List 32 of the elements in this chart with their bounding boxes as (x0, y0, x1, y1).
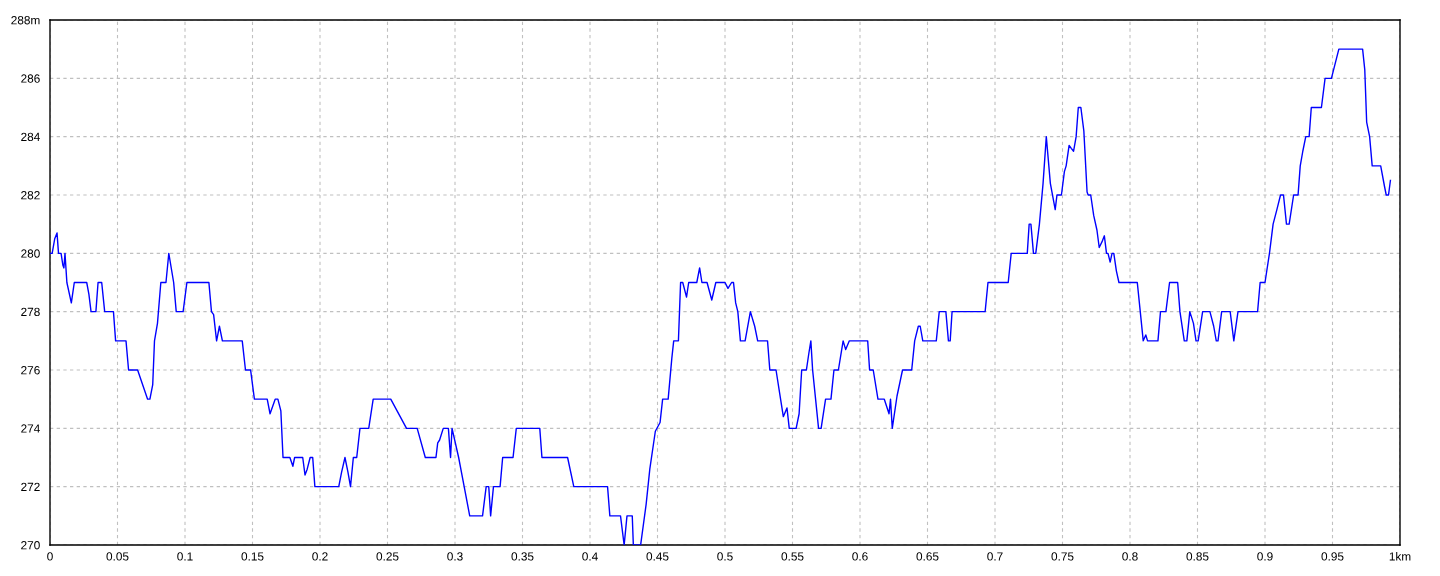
y-tick-label: 270 (21, 541, 40, 550)
x-tick-label: 0.55 (781, 552, 804, 561)
x-tick-label: 0.1 (177, 552, 193, 561)
x-tick-label: 0.65 (916, 552, 939, 561)
x-tick-label: 0.5 (717, 552, 733, 561)
x-tick-label: 0.15 (241, 552, 264, 561)
y-tick-label: 272 (21, 482, 40, 491)
line-series (50, 48, 1392, 545)
x-tick-label: 0.35 (511, 552, 534, 561)
x-tick-label: 0.85 (1186, 552, 1209, 561)
x-tick-label: 0.2 (312, 552, 328, 561)
x-tick-label: 0.4 (582, 552, 598, 561)
y-tick-label: 284 (21, 132, 40, 142)
x-tick-label: 1km (1389, 551, 1411, 561)
x-tick-label: 0 (47, 552, 53, 561)
y-tick-label: 278 (21, 307, 40, 317)
x-tick-label: 0.9 (1257, 552, 1273, 561)
x-tick-label: 0.6 (852, 552, 868, 561)
x-tick-label: 0.75 (1051, 552, 1074, 561)
x-tick-label: 0.95 (1321, 552, 1344, 561)
y-tick-label: 288m (11, 16, 40, 25)
y-tick-label: 276 (21, 366, 40, 375)
x-tick-label: 0.05 (106, 552, 129, 561)
x-tick-label: 0.25 (376, 552, 399, 561)
y-tick-label: 286 (21, 74, 40, 83)
y-tick-label: 282 (21, 191, 40, 200)
x-tick-label: 0.8 (1122, 552, 1138, 561)
y-tick-label: 274 (21, 424, 40, 433)
y-tick-label: 280 (21, 249, 40, 258)
x-tick-label: 0.7 (987, 552, 1003, 561)
x-tick-label: 0.45 (646, 552, 669, 561)
x-tick-label: 0.3 (447, 552, 463, 561)
